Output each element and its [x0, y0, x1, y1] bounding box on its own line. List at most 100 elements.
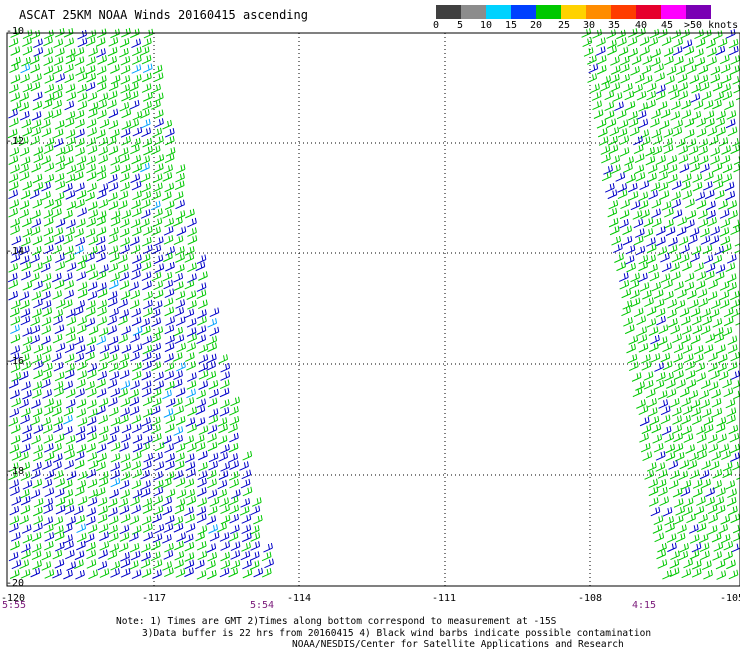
wind-barb [33, 47, 44, 57]
lon-label: -108 [578, 593, 603, 604]
wind-barb [11, 559, 22, 570]
wind-barb [65, 308, 76, 319]
wind-barb [118, 334, 128, 344]
wind-barb [711, 397, 722, 408]
wind-barb [640, 46, 650, 56]
wind-barb [723, 387, 734, 398]
wind-barb [651, 48, 661, 58]
wind-barb [644, 470, 655, 480]
wind-barb [196, 506, 207, 516]
wind-barb [635, 172, 646, 182]
wind-barb [84, 533, 95, 543]
wind-barb [107, 290, 118, 301]
wind-barb [164, 423, 175, 434]
wind-barb [655, 90, 666, 101]
wind-barb [141, 127, 151, 138]
wind-barb [228, 453, 239, 463]
wind-barb [689, 549, 700, 560]
wind-barb [7, 272, 18, 283]
wind-barb [726, 559, 736, 570]
wind-barb [119, 153, 130, 164]
wind-barb [671, 271, 681, 281]
wind-barb [619, 63, 630, 74]
wind-barb [131, 270, 141, 280]
wind-barb [228, 442, 239, 453]
wind-barb [640, 442, 651, 453]
wind-barb [43, 144, 54, 155]
wind-barb [141, 568, 152, 578]
wind-barb [43, 209, 54, 219]
wind-barb [230, 541, 241, 551]
wind-barb [184, 246, 195, 256]
wind-barb [679, 459, 690, 470]
wind-barb [672, 487, 683, 498]
wind-barb [674, 451, 685, 462]
scale-label: 40 [635, 20, 648, 31]
wind-barb [107, 90, 118, 101]
wind-barb [131, 460, 142, 471]
wind-barb [97, 109, 107, 120]
wind-barb [20, 504, 31, 515]
wind-barb [721, 145, 731, 155]
wind-barb [175, 290, 186, 301]
wind-barb [680, 181, 691, 191]
wind-barb [151, 226, 161, 237]
wind-barb [107, 325, 117, 335]
wind-barb [153, 182, 163, 193]
wind-barb [680, 316, 691, 326]
wind-barb [703, 254, 714, 264]
wind-barb [107, 315, 118, 326]
wind-barb [648, 342, 659, 353]
wind-barb [54, 531, 65, 542]
wind-barb [628, 191, 639, 201]
wind-barb [154, 263, 165, 273]
wind-barb [132, 326, 143, 336]
wind-barb [107, 99, 117, 110]
wind-barb [41, 300, 52, 310]
wind-barb [197, 477, 207, 488]
wind-barb [648, 497, 659, 507]
wind-barb [152, 433, 162, 443]
wind-barb [76, 479, 87, 490]
wind-barb [64, 369, 75, 380]
wind-barb [197, 309, 207, 319]
wind-barb [109, 425, 120, 436]
wind-barb [30, 253, 40, 264]
wind-barb [10, 253, 21, 263]
wind-barb [32, 407, 43, 418]
wind-barb [666, 379, 676, 389]
wind-barb [703, 171, 714, 182]
wind-barb [109, 128, 120, 139]
wind-barb [142, 307, 153, 318]
wind-barb [686, 513, 696, 524]
wind-barb [622, 235, 633, 246]
wind-barb [11, 101, 22, 111]
wind-barb [55, 497, 66, 507]
wind-barb [240, 478, 251, 489]
wind-barb [88, 47, 98, 57]
wind-barb [173, 435, 183, 445]
wind-barb [63, 498, 74, 508]
wind-barb [74, 56, 85, 66]
wind-barb [44, 235, 54, 246]
wind-barb [220, 541, 231, 551]
wind-barb [652, 524, 663, 534]
wind-barb [131, 74, 142, 84]
wind-barb [153, 505, 164, 516]
wind-barb [43, 65, 54, 76]
wind-barb [654, 379, 665, 390]
wind-barb [128, 90, 139, 101]
wind-barb [164, 542, 174, 553]
wind-barb [610, 82, 621, 92]
wind-barb [140, 543, 151, 553]
wind-barb [30, 316, 41, 327]
wind-barb [726, 254, 737, 264]
wind-barb [96, 171, 107, 182]
wind-barb [632, 387, 643, 398]
wind-barb [55, 162, 65, 173]
wind-barb [76, 408, 87, 418]
wind-barb [173, 370, 183, 380]
wind-barb [119, 532, 130, 542]
wind-barb [675, 299, 686, 310]
wind-barb [207, 424, 218, 435]
